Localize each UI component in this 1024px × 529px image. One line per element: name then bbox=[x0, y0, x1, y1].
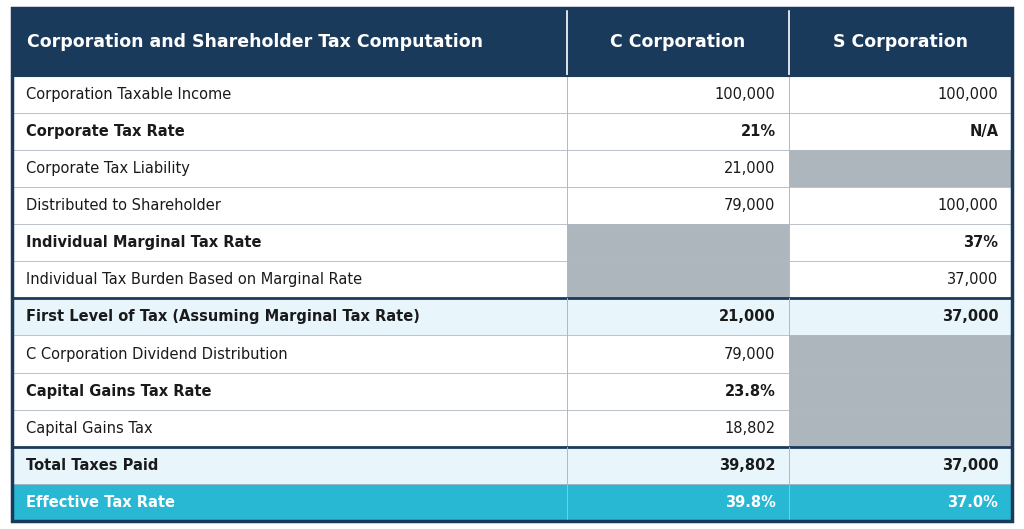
Bar bbox=[788, 410, 1012, 447]
Text: C Corporation: C Corporation bbox=[610, 33, 745, 51]
Bar bbox=[567, 372, 788, 410]
Text: Capital Gains Tax Rate: Capital Gains Tax Rate bbox=[26, 384, 211, 399]
Text: 18,802: 18,802 bbox=[724, 421, 775, 436]
Bar bbox=[788, 335, 1012, 372]
Bar bbox=[12, 261, 567, 298]
Text: Individual Marginal Tax Rate: Individual Marginal Tax Rate bbox=[26, 235, 261, 250]
Text: First Level of Tax (Assuming Marginal Tax Rate): First Level of Tax (Assuming Marginal Ta… bbox=[26, 309, 420, 324]
Text: 39.8%: 39.8% bbox=[725, 495, 775, 510]
Bar bbox=[12, 113, 567, 150]
Text: 37,000: 37,000 bbox=[942, 458, 998, 473]
Text: 37.0%: 37.0% bbox=[947, 495, 998, 510]
Bar bbox=[788, 150, 1012, 187]
Text: 23.8%: 23.8% bbox=[725, 384, 775, 399]
Bar bbox=[788, 113, 1012, 150]
Text: 21%: 21% bbox=[740, 124, 775, 139]
Bar bbox=[788, 484, 1012, 521]
Text: Distributed to Shareholder: Distributed to Shareholder bbox=[26, 198, 220, 213]
Bar bbox=[12, 8, 1012, 76]
Text: 39,802: 39,802 bbox=[719, 458, 775, 473]
Bar bbox=[12, 224, 567, 261]
Text: 79,000: 79,000 bbox=[724, 346, 775, 361]
Bar bbox=[788, 261, 1012, 298]
Bar bbox=[788, 298, 1012, 335]
Text: 37%: 37% bbox=[964, 235, 998, 250]
Bar bbox=[567, 150, 788, 187]
Bar bbox=[567, 484, 788, 521]
Text: Corporate Tax Rate: Corporate Tax Rate bbox=[26, 124, 184, 139]
Text: 100,000: 100,000 bbox=[938, 87, 998, 102]
Bar bbox=[12, 335, 567, 372]
Bar bbox=[788, 76, 1012, 113]
Text: Effective Tax Rate: Effective Tax Rate bbox=[26, 495, 175, 510]
Bar bbox=[12, 447, 567, 484]
Text: 21,000: 21,000 bbox=[724, 161, 775, 176]
Bar bbox=[12, 410, 567, 447]
Bar bbox=[788, 447, 1012, 484]
Bar bbox=[567, 335, 788, 372]
Bar bbox=[788, 372, 1012, 410]
Text: 21,000: 21,000 bbox=[719, 309, 775, 324]
Text: Total Taxes Paid: Total Taxes Paid bbox=[26, 458, 158, 473]
Text: 37,000: 37,000 bbox=[942, 309, 998, 324]
Bar bbox=[12, 76, 567, 113]
Bar bbox=[567, 113, 788, 150]
Bar bbox=[12, 150, 567, 187]
Text: 37,000: 37,000 bbox=[947, 272, 998, 287]
Bar bbox=[567, 224, 788, 261]
Bar bbox=[12, 372, 567, 410]
Text: 79,000: 79,000 bbox=[724, 198, 775, 213]
Bar bbox=[567, 410, 788, 447]
Bar bbox=[567, 447, 788, 484]
Text: S Corporation: S Corporation bbox=[833, 33, 968, 51]
Bar bbox=[567, 298, 788, 335]
Text: 100,000: 100,000 bbox=[938, 198, 998, 213]
Bar bbox=[12, 298, 567, 335]
Text: Individual Tax Burden Based on Marginal Rate: Individual Tax Burden Based on Marginal … bbox=[26, 272, 361, 287]
Bar bbox=[788, 187, 1012, 224]
Text: 100,000: 100,000 bbox=[715, 87, 775, 102]
Bar bbox=[788, 224, 1012, 261]
Text: Corporation and Shareholder Tax Computation: Corporation and Shareholder Tax Computat… bbox=[27, 33, 482, 51]
Bar bbox=[567, 261, 788, 298]
Text: C Corporation Dividend Distribution: C Corporation Dividend Distribution bbox=[26, 346, 287, 361]
Bar bbox=[12, 484, 567, 521]
Bar bbox=[567, 76, 788, 113]
Text: N/A: N/A bbox=[970, 124, 998, 139]
Bar bbox=[567, 187, 788, 224]
Text: Corporation Taxable Income: Corporation Taxable Income bbox=[26, 87, 230, 102]
Text: Capital Gains Tax: Capital Gains Tax bbox=[26, 421, 153, 436]
Text: Corporate Tax Liability: Corporate Tax Liability bbox=[26, 161, 189, 176]
Bar bbox=[12, 187, 567, 224]
